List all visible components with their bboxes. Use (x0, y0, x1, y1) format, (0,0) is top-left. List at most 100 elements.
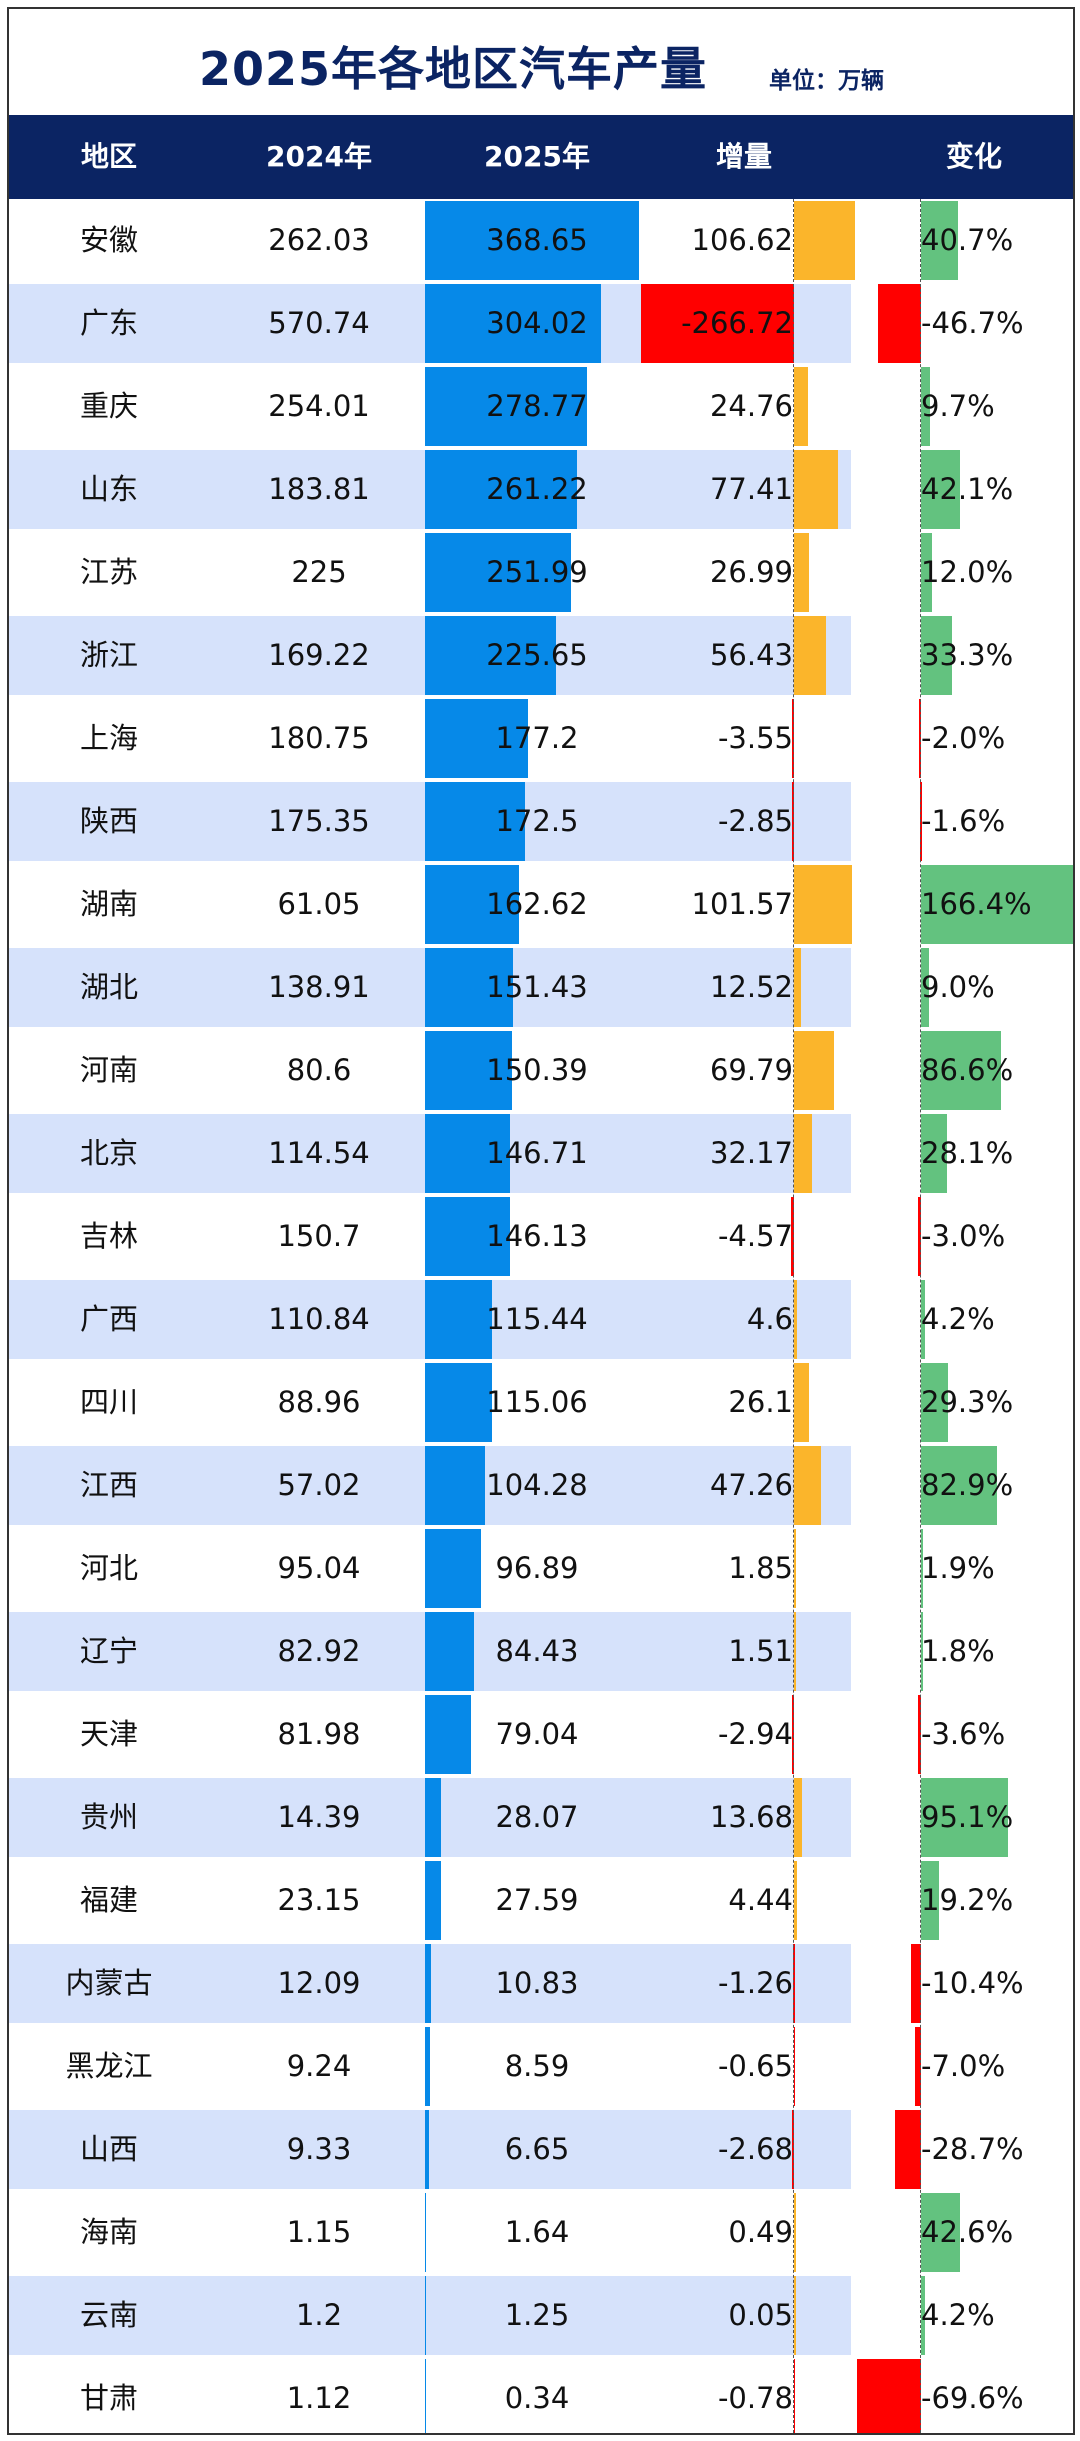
bar-2025 (425, 367, 587, 446)
cell-2024: 225 (291, 555, 347, 589)
bar-decrease (793, 2027, 796, 2106)
bar-2025 (425, 201, 639, 280)
table-row: 海南 1.15 1.64 0.49 42.6% (9, 2191, 1073, 2274)
cell-2025: 79.04 (495, 1717, 579, 1751)
cell-2025: 1.64 (504, 2215, 570, 2249)
cell-2024: 169.22 (268, 638, 370, 672)
table-row: 湖北 138.91 151.43 12.52 9.0% (9, 946, 1073, 1029)
bar-change-up (921, 2193, 961, 2272)
bar-increase (794, 1114, 813, 1193)
cell-region: 云南 (79, 2298, 138, 2332)
cell-increase: -2.94 (717, 1717, 793, 1751)
cell-change: 9.7% (921, 389, 995, 423)
row-stripe (9, 2276, 851, 2355)
cell-2025: 146.13 (486, 1219, 588, 1253)
cell-2025: 1.25 (504, 2298, 570, 2332)
cell-region: 广东 (79, 306, 138, 340)
bar-increase (794, 450, 839, 529)
bar-increase (794, 1446, 822, 1525)
bar-2025 (425, 865, 520, 944)
bar-2025 (425, 1197, 510, 1276)
bar-2025 (425, 1529, 482, 1608)
bar-2025 (425, 1280, 492, 1359)
bar-change-up (921, 1280, 925, 1359)
cell-increase: -0.65 (717, 2049, 793, 2083)
table-header: 地区 2024年 2025年 增量 变化 (9, 115, 1073, 199)
cell-region: 北京 (79, 1136, 138, 1170)
cell-region: 河北 (79, 1551, 138, 1585)
table-row: 四川 88.96 115.06 26.1 29.3% (9, 1361, 1073, 1444)
table-row: 黑龙江 9.24 8.59 -0.65 -7.0% (9, 2025, 1073, 2108)
cell-2024: 61.05 (277, 887, 361, 921)
cell-2025: 10.83 (495, 1966, 579, 2000)
header-2025: 2025年 (484, 140, 590, 173)
cell-change: -46.7% (921, 306, 1024, 340)
cell-increase: 0.49 (728, 2215, 793, 2249)
cell-2025: 84.43 (495, 1634, 579, 1668)
bar-2025 (425, 2276, 426, 2355)
bar-increase (794, 616, 827, 695)
cell-increase: 69.79 (709, 1053, 793, 1087)
increase-axis-line (793, 199, 794, 2433)
cell-change: -3.0% (921, 1219, 1006, 1253)
cell-region: 黑龙江 (65, 2049, 153, 2083)
bar-change-up (921, 1031, 1001, 1110)
bar-change-up (921, 1861, 939, 1940)
table-row: 天津 81.98 79.04 -2.94 -3.6% (9, 1693, 1073, 1776)
table-row: 云南 1.2 1.25 0.05 4.2% (9, 2274, 1073, 2357)
bar-2025 (425, 1363, 492, 1442)
bar-change-down (911, 1944, 921, 2023)
bar-increase (794, 1363, 809, 1442)
cell-increase: 0.05 (728, 2298, 793, 2332)
bar-increase (794, 1280, 797, 1359)
cell-change: 86.6% (921, 1053, 1014, 1087)
cell-change: 42.6% (921, 2215, 1014, 2249)
cell-2025: 278.77 (486, 389, 588, 423)
cell-change: 19.2% (921, 1883, 1014, 1917)
cell-increase: -4.57 (717, 1219, 793, 1253)
bar-change-up (921, 2276, 925, 2355)
cell-2025: 6.65 (504, 2132, 570, 2166)
bar-increase (794, 2276, 796, 2355)
cell-2024: 88.96 (277, 1385, 361, 1419)
bar-2025 (425, 533, 572, 612)
table-row: 江西 57.02 104.28 47.26 82.9% (9, 1444, 1073, 1527)
bar-change-down (894, 2110, 921, 2189)
bar-increase (794, 533, 810, 612)
cell-2024: 1.12 (286, 2381, 352, 2415)
cell-region: 浙江 (79, 638, 138, 672)
cell-2024: 183.81 (268, 472, 370, 506)
cell-region: 上海 (79, 721, 138, 755)
bar-2025 (425, 2193, 426, 2272)
bar-2025 (425, 284, 602, 363)
cell-change: -10.4% (921, 1966, 1024, 2000)
cell-2025: 151.43 (486, 970, 588, 1004)
bar-change-down (917, 1695, 921, 1774)
cell-2025: 28.07 (495, 1800, 579, 1834)
cell-increase: 47.26 (709, 1468, 793, 1502)
bar-2025 (425, 1031, 513, 1110)
cell-increase: -1.26 (717, 1966, 793, 2000)
cell-change: -1.6% (921, 804, 1006, 838)
cell-2025: 115.44 (486, 1302, 588, 1336)
cell-region: 甘肃 (79, 2381, 138, 2415)
cell-2024: 82.92 (277, 1634, 361, 1668)
header-change: 变化 (945, 140, 1002, 173)
bar-change-up (921, 1778, 1009, 1857)
bar-increase (794, 1529, 796, 1608)
bar-change-up (921, 533, 933, 612)
bar-change-up (921, 1612, 923, 1691)
cell-region: 河南 (79, 1053, 138, 1087)
cell-change: 4.2% (921, 1302, 995, 1336)
bar-increase (794, 2193, 796, 2272)
cell-2024: 114.54 (268, 1136, 370, 1170)
header-2024: 2024年 (266, 140, 372, 173)
cell-2025: 172.5 (495, 804, 579, 838)
cell-increase: 101.57 (691, 887, 793, 921)
table-frame: 2025年各地区汽车产量 单位：万辆 地区 2024年 2025年 增量 变化 … (7, 7, 1075, 2435)
cell-region: 天津 (79, 1717, 138, 1751)
table-row: 内蒙古 12.09 10.83 -1.26 -10.4% (9, 1942, 1073, 2025)
bar-change-up (921, 948, 930, 1027)
cell-2024: 57.02 (277, 1468, 361, 1502)
cell-region: 内蒙古 (65, 1966, 153, 2000)
